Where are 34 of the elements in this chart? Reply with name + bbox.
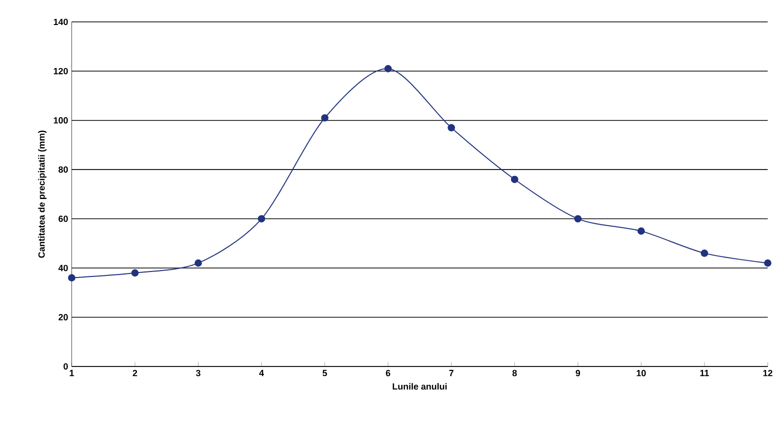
x-tick-label: 12: [763, 370, 772, 376]
x-tick-label: 3: [196, 370, 200, 376]
x-tick-label: 5: [322, 370, 328, 376]
point: [764, 259, 772, 267]
x-tick-label: 9: [576, 370, 580, 376]
x-tick-label: 7: [449, 370, 454, 376]
point: [321, 114, 328, 122]
y-tick-label: 0: [64, 363, 68, 370]
point: [131, 269, 139, 277]
x-axis-title: Lunile anului: [392, 383, 447, 390]
y-tick-label: 100: [54, 117, 68, 124]
y-tick-label: 120: [54, 68, 68, 74]
point: [194, 259, 202, 267]
point: [700, 249, 708, 257]
y-tick-label: 40: [58, 264, 68, 272]
y-tick-label: 80: [58, 166, 68, 173]
point: [574, 215, 582, 222]
point: [510, 176, 518, 183]
point: [68, 274, 76, 282]
x-tick-label: 6: [386, 370, 390, 376]
x-tick-label: 2: [132, 370, 138, 376]
y-tick-label: 60: [58, 216, 68, 222]
y-axis-title: Cantitatea de precipitatii (mm): [38, 130, 46, 258]
x-tick-label: 10: [636, 370, 646, 376]
y-tick-label: 140: [54, 18, 68, 25]
x-tick-label: 1: [70, 370, 74, 376]
point: [448, 124, 456, 132]
point: [258, 215, 266, 222]
x-tick-label: 11: [700, 370, 709, 376]
x-tick-label: 8: [512, 370, 517, 376]
y-tick-label: 20: [58, 314, 68, 320]
point: [638, 227, 645, 235]
point: [384, 64, 392, 72]
x-tick-label: 4: [259, 370, 264, 376]
